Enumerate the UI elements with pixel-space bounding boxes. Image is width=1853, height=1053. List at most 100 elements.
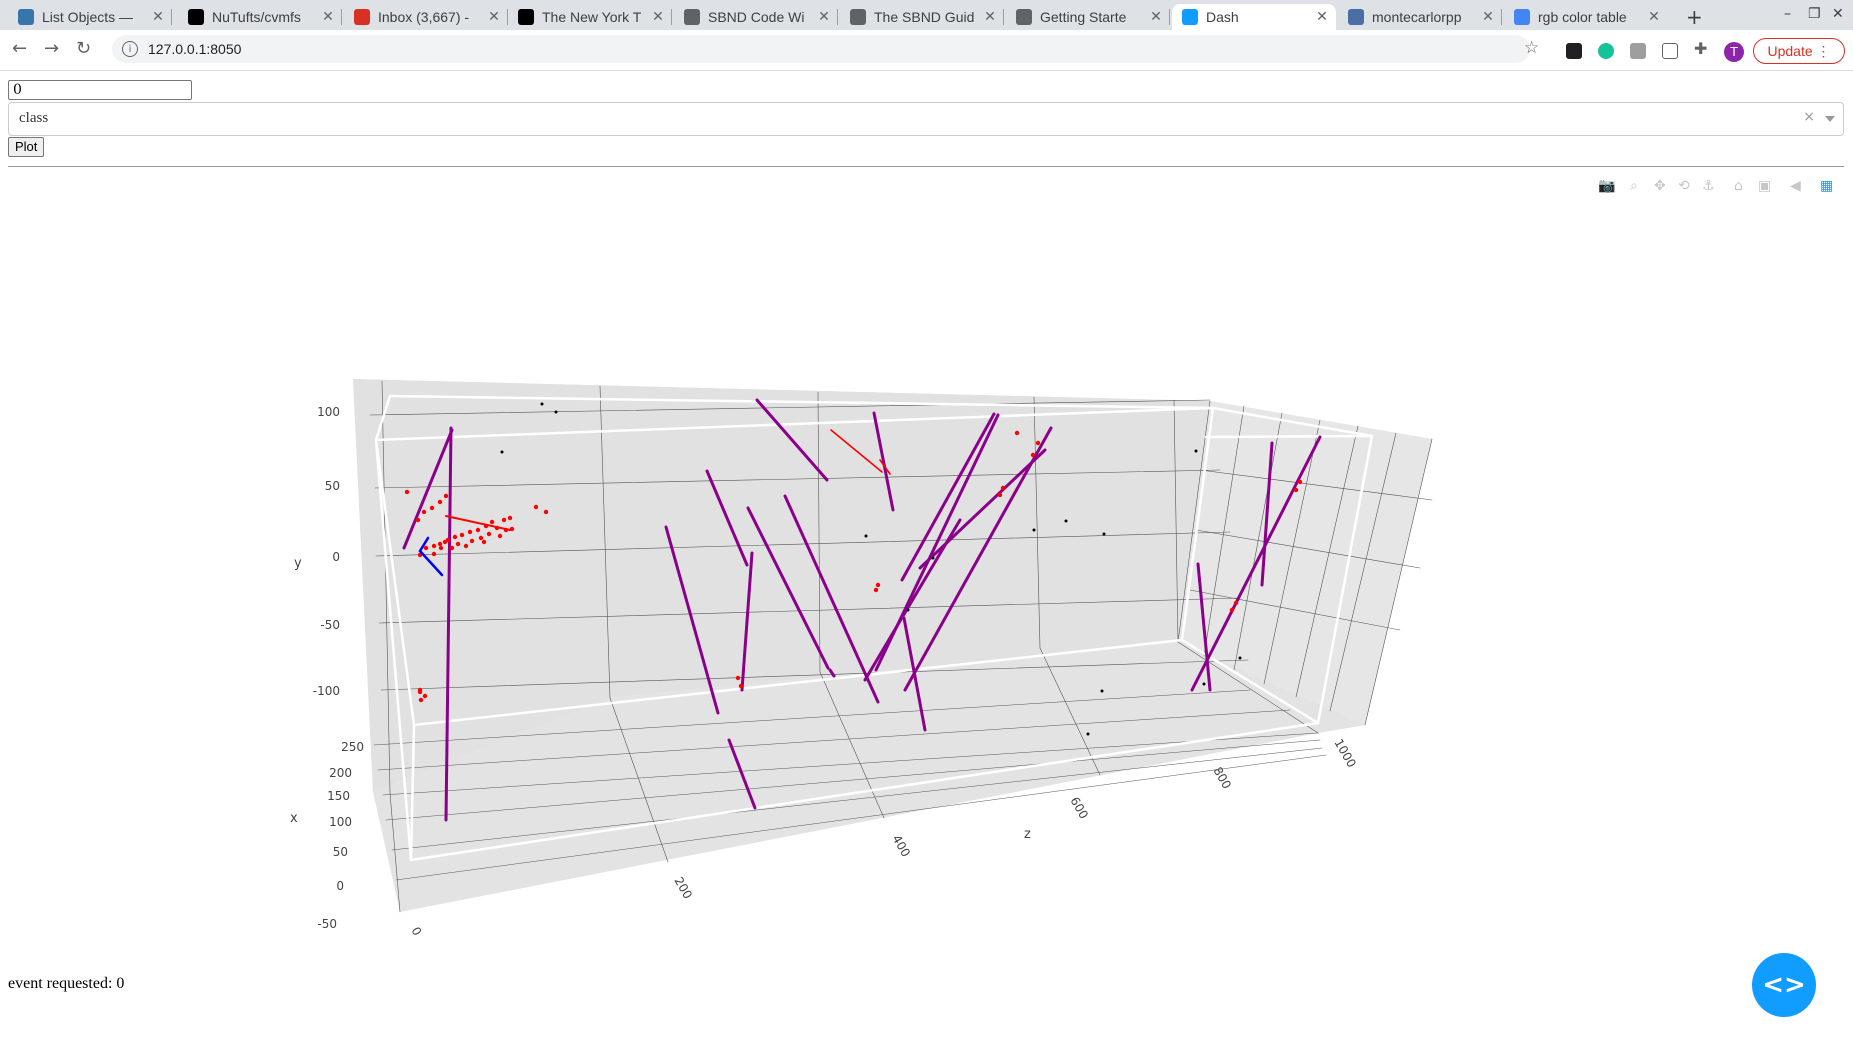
shower-hit bbox=[404, 489, 410, 495]
shower-segment bbox=[879, 459, 891, 475]
back-icon[interactable]: ← bbox=[12, 38, 28, 59]
update-button[interactable]: Update ⋮ bbox=[1753, 38, 1845, 64]
plot-button[interactable]: Plot bbox=[8, 137, 45, 157]
shower-hit bbox=[463, 543, 469, 549]
home-icon[interactable]: ⌂ bbox=[1734, 178, 1743, 194]
tab-title: NuTufts/cvmfs bbox=[212, 9, 301, 25]
bounding-box-edge bbox=[1316, 434, 1374, 725]
browser-tab[interactable]: rgb color table ✕ bbox=[1504, 4, 1668, 30]
reload-icon[interactable]: ↻ bbox=[76, 38, 92, 59]
gridline bbox=[378, 597, 1241, 624]
close-tab-icon[interactable]: ✕ bbox=[1150, 9, 1162, 25]
direction-arrow bbox=[418, 549, 444, 577]
scatter-3d-plot[interactable]: -100 -50 0 50 100 y -50 0 50 100 150 200 250 x 0 200 400… bbox=[0, 180, 1853, 960]
dash-debug-button[interactable]: <> bbox=[1752, 953, 1816, 1017]
close-tab-icon[interactable]: ✕ bbox=[1648, 9, 1660, 25]
zy-wall bbox=[1178, 401, 1432, 725]
tab-title: The SBND Guid bbox=[874, 9, 975, 25]
turntable-icon[interactable]: ⚓ bbox=[1702, 178, 1715, 194]
browser-tab[interactable]: The SBND Guid ✕ bbox=[840, 4, 1004, 30]
browser-tab[interactable]: List Objects — ✕ bbox=[8, 4, 172, 30]
shower-hit bbox=[422, 693, 428, 699]
shower-hit bbox=[431, 543, 437, 549]
browser-tab[interactable]: Inbox (3,667) - ✕ bbox=[344, 4, 508, 30]
address-bar[interactable]: i 127.0.0.1:8050 bbox=[112, 35, 1530, 63]
x-tick-label: 250 bbox=[341, 740, 364, 754]
browser-tab[interactable]: The New York T ✕ bbox=[508, 4, 672, 30]
close-tab-icon[interactable]: ✕ bbox=[1316, 9, 1328, 25]
update-label: Update bbox=[1767, 43, 1813, 59]
close-window-icon[interactable]: ✕ bbox=[1832, 6, 1844, 22]
browser-tab[interactable]: montecarlorpp ✕ bbox=[1338, 4, 1502, 30]
gridline bbox=[599, 385, 611, 699]
url-text: 127.0.0.1:8050 bbox=[148, 41, 242, 57]
x-tick-label: 50 bbox=[333, 845, 348, 859]
gridline bbox=[1295, 425, 1359, 698]
shower-hit bbox=[438, 545, 444, 551]
y-tick-label: -100 bbox=[313, 684, 340, 698]
browser-tab[interactable]: Getting Starte ✕ bbox=[1006, 4, 1170, 30]
bounding-box-edge bbox=[1180, 638, 1320, 725]
gridline bbox=[1039, 647, 1101, 776]
bookmark-star-icon[interactable]: ☆ bbox=[1524, 38, 1540, 58]
shower-hit bbox=[1030, 452, 1036, 458]
gridline bbox=[374, 469, 1221, 489]
tab-title: Getting Starte bbox=[1040, 9, 1127, 25]
shower-segment bbox=[830, 429, 883, 473]
event-number-input[interactable] bbox=[8, 80, 192, 100]
tab-title: Dash bbox=[1206, 9, 1239, 25]
grammarly-icon[interactable] bbox=[1598, 43, 1614, 59]
close-tab-icon[interactable]: ✕ bbox=[488, 9, 500, 25]
other-hit bbox=[1102, 532, 1106, 536]
minimize-icon[interactable]: – bbox=[1784, 6, 1791, 22]
close-tab-icon[interactable]: ✕ bbox=[984, 9, 996, 25]
gridline bbox=[1329, 432, 1397, 712]
orbit-icon[interactable]: ⟲ bbox=[1678, 178, 1690, 194]
info-icon[interactable]: i bbox=[122, 41, 138, 57]
close-tab-icon[interactable]: ✕ bbox=[818, 9, 830, 25]
x-tick-label: -50 bbox=[317, 917, 337, 931]
tab-title: SBND Code Wi bbox=[708, 9, 805, 25]
new-tab-button[interactable]: + bbox=[1686, 5, 1703, 29]
y-axis-label: y bbox=[294, 556, 302, 571]
gridline bbox=[1189, 589, 1401, 631]
reader-icon[interactable] bbox=[1662, 43, 1678, 59]
forward-icon[interactable]: → bbox=[44, 38, 60, 59]
shower-hit bbox=[533, 504, 539, 510]
hover-toggle-icon[interactable]: ◀ bbox=[1790, 178, 1801, 194]
browser-tab[interactable]: Dash ✕ bbox=[1172, 4, 1336, 30]
shower-hit bbox=[442, 539, 448, 545]
browser-tab[interactable]: SBND Code Wi ✕ bbox=[674, 4, 838, 30]
color-by-dropdown[interactable]: class × bbox=[8, 102, 1844, 136]
extension-icon[interactable] bbox=[1630, 43, 1646, 59]
close-tab-icon[interactable]: ✕ bbox=[652, 9, 664, 25]
track-line bbox=[783, 494, 880, 704]
close-tab-icon[interactable]: ✕ bbox=[1482, 9, 1494, 25]
camera-view-icon[interactable]: ▣ bbox=[1758, 178, 1772, 194]
gridline bbox=[382, 732, 1319, 796]
close-tab-icon[interactable]: ✕ bbox=[152, 9, 164, 25]
browser-tab-strip bbox=[0, 0, 1853, 30]
shower-hit bbox=[543, 509, 549, 515]
avatar[interactable]: T bbox=[1724, 42, 1744, 62]
pan-icon[interactable]: ✥ bbox=[1654, 178, 1666, 194]
extension-icon[interactable] bbox=[1566, 43, 1582, 59]
gridline bbox=[1033, 396, 1041, 649]
other-hit bbox=[540, 402, 544, 406]
chevron-down-icon[interactable] bbox=[1825, 116, 1835, 122]
github-icon bbox=[188, 9, 204, 25]
x-tick-label: 100 bbox=[329, 815, 352, 829]
zoom-icon[interactable]: ⌕ bbox=[1630, 178, 1638, 194]
browser-tab[interactable]: NuTufts/cvmfs ✕ bbox=[178, 4, 342, 30]
camera-icon[interactable]: 📷 bbox=[1598, 178, 1616, 194]
plotly-logo-icon[interactable]: ▦ bbox=[1820, 178, 1834, 194]
xy-wall bbox=[353, 379, 1210, 792]
bounding-box-edge bbox=[374, 406, 1215, 442]
x-tick-label: 150 bbox=[327, 789, 350, 803]
track-line bbox=[900, 412, 996, 582]
shower-hit bbox=[501, 517, 507, 523]
puzzle-icon[interactable]: ✚ bbox=[1694, 39, 1708, 58]
close-tab-icon[interactable]: ✕ bbox=[322, 9, 334, 25]
clear-icon[interactable]: × bbox=[1803, 109, 1815, 125]
restore-icon[interactable]: ❐ bbox=[1808, 6, 1821, 22]
